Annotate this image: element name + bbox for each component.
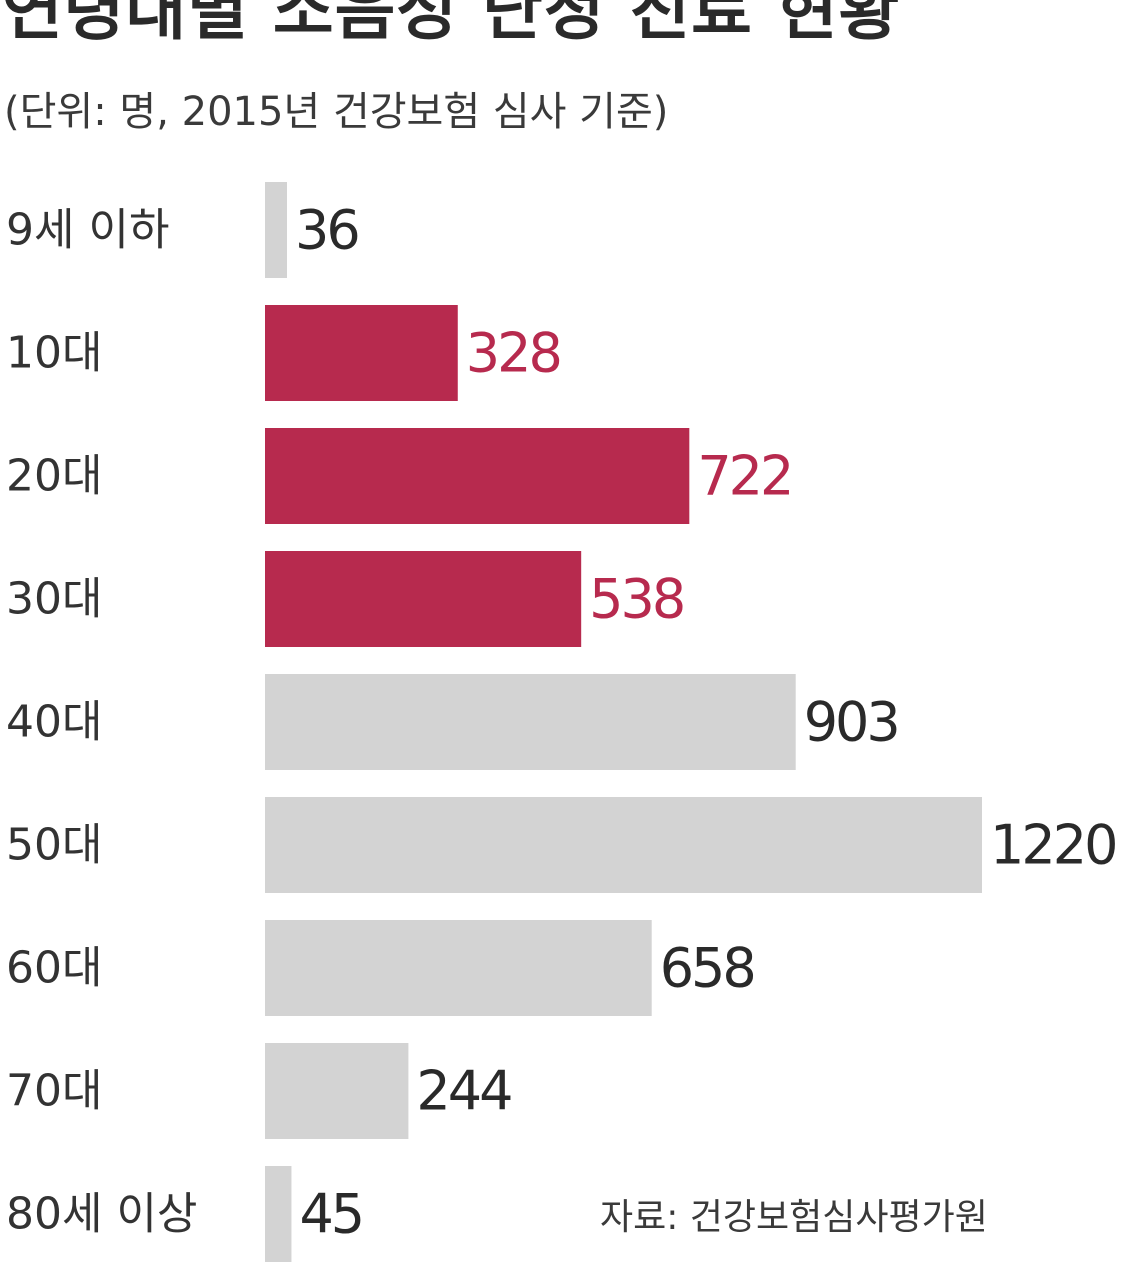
source-note: 자료: 건강보험심사평가원 bbox=[600, 1197, 988, 1238]
value-label: 538 bbox=[589, 568, 683, 631]
bar bbox=[265, 1043, 409, 1139]
category-label: 50대 bbox=[6, 820, 102, 871]
value-label: 1220 bbox=[990, 814, 1115, 877]
bar bbox=[265, 182, 287, 278]
value-label: 658 bbox=[660, 937, 754, 1000]
value-label: 328 bbox=[466, 322, 560, 385]
chart-subtitle: (단위: 명, 2015년 건강보험 심사 기준) bbox=[4, 89, 669, 135]
value-label: 45 bbox=[299, 1183, 362, 1246]
bar bbox=[265, 305, 458, 401]
category-label: 80세 이상 bbox=[6, 1189, 197, 1240]
bar bbox=[265, 551, 582, 647]
bar bbox=[265, 797, 982, 893]
bar bbox=[265, 920, 652, 1016]
bar bbox=[265, 1166, 292, 1262]
chart-title: 연령대별 소음성 난청 진료 현황 bbox=[2, 0, 901, 49]
category-label: 10대 bbox=[6, 328, 102, 379]
category-label: 9세 이하 bbox=[6, 205, 169, 256]
bar bbox=[265, 674, 796, 770]
value-label: 244 bbox=[416, 1060, 511, 1123]
bar bbox=[265, 428, 690, 524]
category-label: 30대 bbox=[6, 574, 102, 625]
category-label: 20대 bbox=[6, 451, 102, 502]
value-label: 722 bbox=[697, 445, 791, 508]
category-label: 40대 bbox=[6, 697, 102, 748]
category-label: 60대 bbox=[6, 943, 102, 994]
value-label: 903 bbox=[804, 691, 898, 754]
category-label: 70대 bbox=[6, 1066, 102, 1117]
value-label: 36 bbox=[295, 199, 358, 262]
